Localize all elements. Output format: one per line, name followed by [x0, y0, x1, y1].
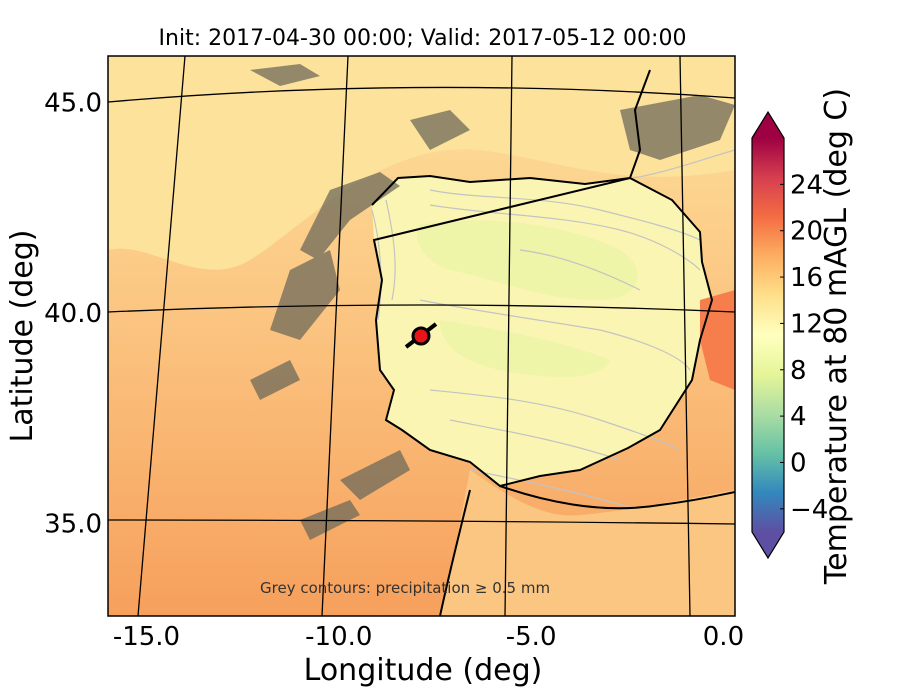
x-tick-label: -5.0	[506, 622, 557, 652]
colorbar-tick-label: 16	[790, 263, 823, 293]
map-frame	[107, 55, 736, 617]
colorbar-tick-label: 24	[790, 170, 823, 200]
y-tick-label: 35.0	[44, 509, 102, 539]
x-tick-label: 0.0	[703, 622, 744, 652]
longitude-line-0	[679, 56, 691, 616]
longitude-line-minus15	[137, 56, 186, 616]
y-tick-label: 45.0	[44, 88, 102, 118]
y-tick-label: 40.0	[44, 299, 102, 329]
location-marker	[404, 322, 438, 349]
coastline	[371, 69, 735, 616]
precipitation-streaks	[250, 64, 735, 540]
colorbar-outline	[751, 110, 785, 560]
colorbar-tick-label: −4	[790, 495, 828, 525]
colorbar-extend-bottom	[752, 532, 784, 558]
colorbar-tick-label: 4	[790, 402, 807, 432]
x-tick-label: -15.0	[113, 622, 180, 652]
north-africa-land	[440, 470, 735, 616]
latitude-line-45	[108, 86, 735, 103]
map-title: Init: 2017-04-30 00:00; Valid: 2017-05-1…	[158, 26, 687, 51]
latitude-line-40	[108, 304, 735, 313]
x-tick-label: -10.0	[305, 622, 372, 652]
inland-cool-region	[416, 220, 638, 300]
x-axis-label: Longitude (deg)	[304, 653, 543, 688]
colorbar-tick-label: 8	[790, 356, 807, 386]
mediterranean-warm-patch	[700, 290, 735, 390]
graticule	[108, 56, 735, 616]
longitude-line-minus10	[321, 56, 349, 616]
colorbar: 24 20 16 12 8 4 0 −4 Temperature at 80 mAGL (de…	[751, 88, 854, 585]
y-axis-label: Latitude (deg)	[5, 230, 40, 443]
latitude-line-35	[108, 519, 735, 525]
marker-dot	[411, 326, 431, 346]
colorbar-tick-label: 12	[790, 309, 823, 339]
colorbar-body	[752, 138, 784, 532]
colorbar-label: Temperature at 80 mAGL (deg C)	[819, 88, 854, 585]
colorbar-tick-label: 0	[790, 448, 807, 478]
colorbar-extend-top	[752, 112, 784, 138]
map-panel: Grey contours: precipitation ≥ 0.5 mm	[108, 56, 735, 616]
longitude-line-minus5	[504, 56, 513, 616]
northern-cool-region	[108, 56, 735, 270]
x-axis-ticks: -15.0 -10.0 -5.0 0.0	[113, 622, 744, 652]
precipitation-note: Grey contours: precipitation ≥ 0.5 mm	[260, 579, 550, 597]
colorbar-tick-label: 20	[790, 217, 823, 247]
colorbar-ticks: 24 20 16 12 8 4 0 −4	[780, 170, 828, 525]
inland-cool-region-south	[440, 320, 610, 377]
y-axis-ticks: 45.0 40.0 35.0	[44, 88, 102, 539]
